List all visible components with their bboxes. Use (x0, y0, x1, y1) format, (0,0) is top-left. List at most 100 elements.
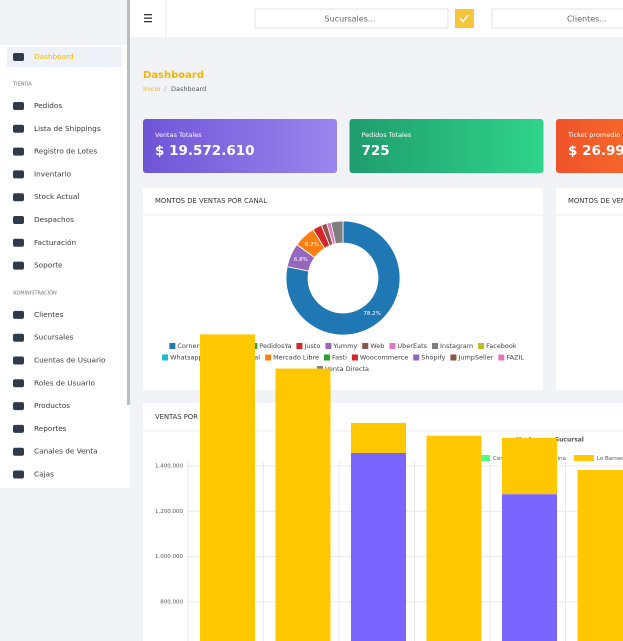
bar-segment (351, 452, 406, 641)
menu-icon (13, 193, 24, 202)
check-icon (459, 15, 469, 23)
card (556, 188, 623, 390)
legend-swatch (296, 343, 303, 349)
menu-item[interactable]: Roles de Usuario (34, 378, 96, 387)
menu-icon (13, 447, 24, 456)
legend-label: Cornershop (177, 342, 214, 350)
slice-label: 78.2% (363, 311, 380, 317)
menu-item[interactable]: Cuentas de Usuario (34, 356, 106, 365)
menu-icon (13, 53, 24, 61)
menu-item[interactable]: Productos (34, 401, 70, 410)
menu-icon (13, 238, 24, 247)
bar-segment (200, 334, 255, 641)
legend-label: Facebook (486, 342, 517, 350)
confirm-button[interactable] (455, 9, 474, 28)
legend-swatch (478, 343, 485, 349)
legend-swatch (324, 354, 331, 361)
donut-slice (285, 220, 401, 336)
legend-label: Venta Directa (325, 365, 369, 373)
y-tick-label: 1.200.000 (155, 509, 183, 515)
card-title: VENTAS POR SUCURSAL (155, 413, 237, 421)
menu-icon (13, 216, 24, 224)
menu-icon (13, 470, 24, 479)
menu-icon (13, 379, 24, 388)
menu-item[interactable]: Registro de Lotes (34, 147, 97, 156)
menu-item[interactable]: Cajas (34, 470, 54, 479)
menu-icon (13, 124, 24, 133)
legend-label: Instagram (440, 342, 473, 350)
legend-swatch (325, 343, 332, 349)
menu-item[interactable]: Despachos (34, 215, 74, 224)
legend-swatch (169, 343, 176, 349)
menu-item[interactable]: Canales de Venta (34, 447, 98, 456)
legend-swatch (389, 343, 396, 349)
stat-value: $ 19.572.610 (155, 143, 255, 159)
stat-label: Ticket promedio (567, 131, 620, 139)
active-item (7, 47, 122, 67)
menu-icon (13, 402, 24, 411)
card-title: MONTOS DE VENTAS POR CANAL (155, 197, 267, 205)
menu-item[interactable]: Reportes (34, 424, 67, 433)
menu-item[interactable]: Clientes (34, 310, 64, 319)
legend-label: JumpSeller (457, 354, 493, 362)
legend-label: Woocommerce (360, 354, 408, 362)
legend-swatch (498, 354, 505, 361)
stat-card (349, 119, 544, 173)
legend-label: Shopify (421, 354, 445, 362)
bar-segment (351, 422, 406, 453)
menu-icon (13, 170, 24, 179)
card-title: MONTOS DE VENTAS POR (568, 197, 623, 205)
breadcrumb-separator: / (164, 85, 167, 93)
legend-swatch (162, 354, 169, 361)
stat-value: 725 (362, 143, 390, 159)
menu-item[interactable]: Lista de Shippings (34, 124, 101, 133)
menu-item[interactable]: Dashboard (34, 52, 74, 61)
bar-segment (577, 469, 623, 641)
placeholder: Sucursales... (325, 15, 376, 24)
menu-item[interactable]: Soporte (34, 261, 63, 270)
stat-label: Pedidos Totales (362, 131, 412, 139)
legend-label: FAZIL (506, 354, 524, 362)
slice-label: 6.8% (294, 257, 308, 263)
menu-heading: ADMINISTRACIÓN (13, 289, 57, 296)
legend-swatch (265, 354, 272, 361)
bar-segment (502, 494, 557, 641)
menu-item[interactable]: Pedidos (34, 101, 62, 110)
legend-swatch (432, 343, 439, 349)
bar-segment (275, 368, 331, 641)
legend-label: Whatsapp (170, 354, 203, 362)
menu-item[interactable]: Sucursales (34, 333, 74, 342)
scrollbar[interactable] (127, 0, 130, 405)
legend-label: Justo (303, 342, 320, 350)
legend-swatch (450, 354, 457, 361)
page-title: Dashboard (143, 70, 204, 81)
stat-label: Ventas Totales (155, 131, 202, 139)
y-tick-label: 800.000 (160, 599, 183, 605)
donut-slice (330, 220, 344, 245)
menu-item[interactable]: Facturación (34, 238, 76, 247)
legend-swatch (351, 354, 358, 361)
stat-card (143, 119, 337, 173)
menu-item[interactable]: Inventario (34, 169, 72, 178)
legend-swatch (413, 354, 420, 361)
menu-icon (13, 356, 24, 365)
legend-label: Lo Barnechea (597, 456, 623, 462)
legend-label: UberEats (397, 342, 427, 350)
menu-button[interactable] (144, 14, 152, 23)
stat-value: $ 26.997 (568, 143, 623, 159)
legend-label: Fasti (332, 354, 347, 362)
menu-icon (13, 261, 24, 270)
legend-label: PedidosYa (259, 342, 291, 350)
legend-swatch (573, 455, 594, 461)
menu-icon (13, 424, 24, 433)
slice-label: 6.2% (305, 242, 319, 248)
clientes-select[interactable] (491, 8, 623, 29)
menu-item[interactable]: Stock Actual (34, 192, 79, 201)
placeholder: Clientes... (567, 15, 607, 24)
sucursales-select[interactable] (254, 8, 449, 29)
menu-icon (13, 333, 24, 342)
breadcrumb-link[interactable]: Inicio (143, 85, 160, 93)
breadcrumb-current: Dashboard (171, 85, 206, 93)
